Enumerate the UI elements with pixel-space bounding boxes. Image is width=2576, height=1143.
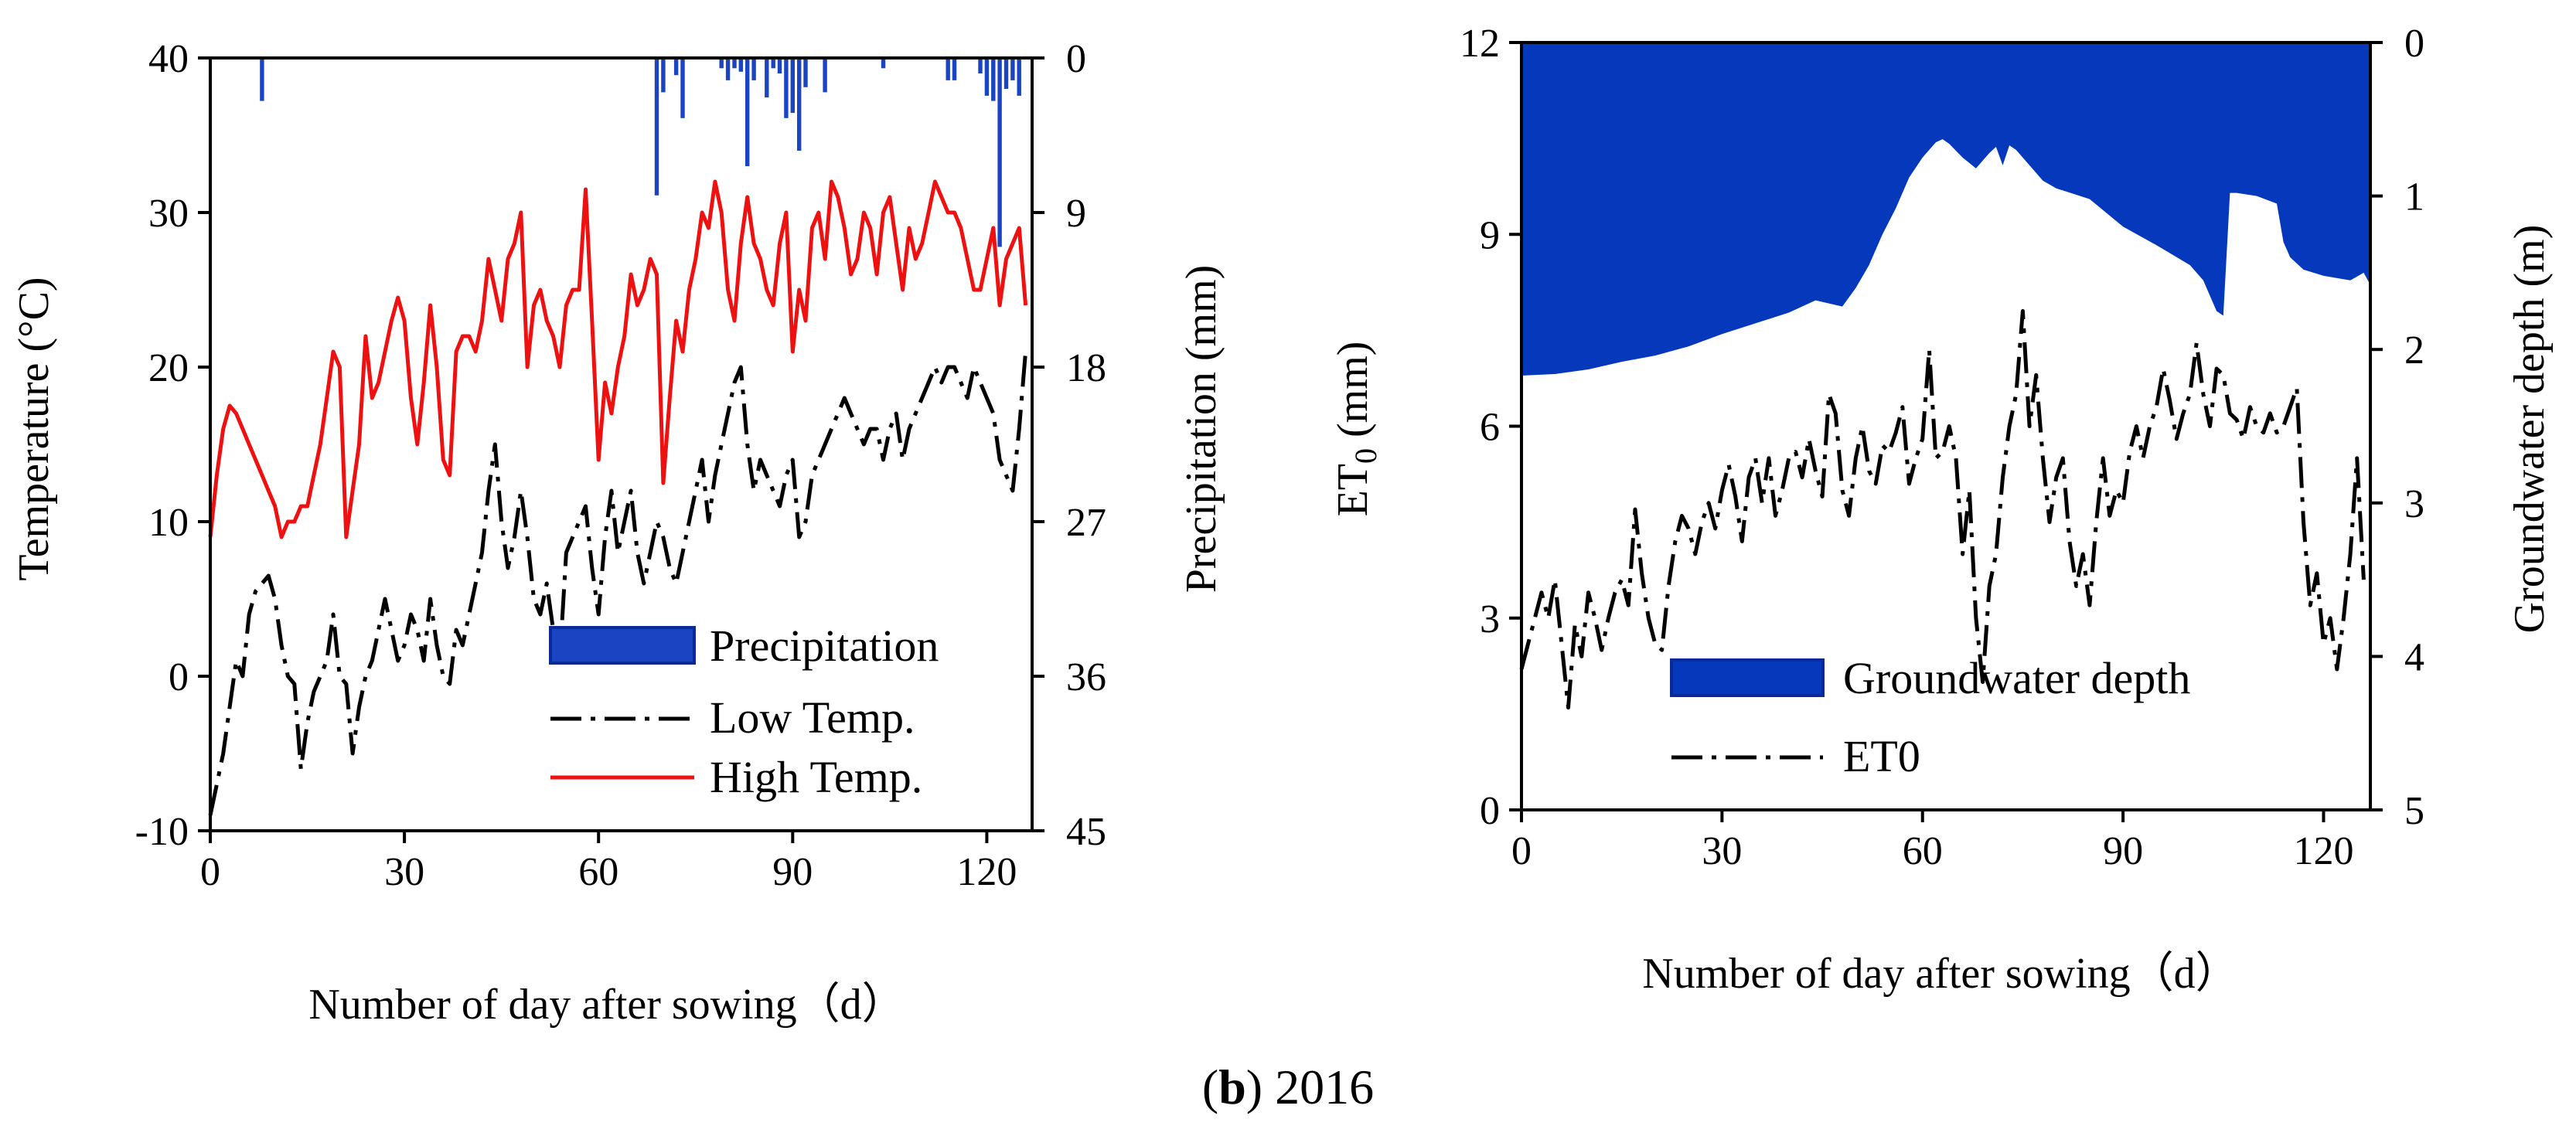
y2-tick-label: 36 bbox=[1066, 655, 1106, 699]
precipitation-bar bbox=[732, 58, 737, 69]
precipitation-bar bbox=[991, 58, 996, 101]
legend-label-high-temp: High Temp. bbox=[710, 752, 922, 802]
x-tick-label: 60 bbox=[1903, 829, 1943, 873]
legend: Precipitation Low Temp. High Temp. bbox=[549, 621, 939, 802]
precipitation-bar bbox=[978, 58, 983, 73]
precipitation-bar bbox=[738, 58, 743, 72]
x-axis-label: Number of day after sowing（d） bbox=[308, 981, 905, 1029]
x-tick-label: 120 bbox=[956, 850, 1017, 894]
legend: Groundwater depth ET0 bbox=[1670, 653, 2190, 781]
y-tick-label: 9 bbox=[1480, 213, 1500, 257]
precipitation-bar bbox=[725, 58, 731, 80]
precipitation-bar bbox=[803, 58, 808, 87]
y2-tick-label: 45 bbox=[1066, 810, 1106, 854]
y2-tick-label: 27 bbox=[1066, 501, 1106, 545]
y-tick-label: 10 bbox=[148, 501, 189, 545]
y-tick-label: 0 bbox=[169, 655, 189, 699]
precipitation-bar bbox=[765, 58, 769, 98]
x-tick-label: 0 bbox=[1511, 829, 1532, 873]
x-tick-label: 30 bbox=[1702, 829, 1742, 873]
precipitation-bar bbox=[790, 58, 795, 114]
x-tick-label: 90 bbox=[2103, 829, 2143, 873]
precipitation-bar bbox=[654, 58, 659, 196]
y2-axis-label: Groundwater depth (m) bbox=[2506, 225, 2554, 634]
legend-label-low-temp: Low Temp. bbox=[710, 692, 915, 743]
y-tick-label: 3 bbox=[1480, 597, 1500, 641]
low-temp-line bbox=[208, 351, 1028, 816]
et0-series bbox=[1519, 309, 2366, 710]
y-axis-label-subscript: 0 bbox=[1348, 448, 1383, 464]
y-tick-label: 30 bbox=[148, 192, 189, 236]
x-tick-label: 30 bbox=[384, 850, 424, 894]
y2-tick-label: 2 bbox=[2404, 328, 2424, 372]
precipitation-bar bbox=[771, 58, 775, 69]
y-axis-label: ET0 (mm) bbox=[1329, 342, 1383, 517]
y-axis-label-suffix: (mm) bbox=[1329, 342, 1377, 448]
groundwater-depth-fill bbox=[1521, 43, 2370, 376]
precipitation-bar bbox=[1010, 58, 1015, 80]
precipitation-bar bbox=[260, 58, 264, 101]
precipitation-bar bbox=[997, 58, 1002, 247]
precipitation-bar bbox=[745, 58, 750, 166]
y2-tick-label: 1 bbox=[2404, 175, 2424, 219]
high-temp-series bbox=[208, 179, 1028, 539]
y2-tick-label: 5 bbox=[2404, 789, 2424, 833]
y2-tick-label: 0 bbox=[2404, 22, 2424, 66]
x-tick-label: 0 bbox=[200, 850, 220, 894]
precipitation-bar bbox=[777, 58, 782, 73]
y2-tick-label: 18 bbox=[1066, 346, 1106, 390]
et0-line bbox=[1519, 309, 2366, 710]
plot-frame bbox=[209, 56, 1034, 832]
precipitation-bar bbox=[984, 58, 990, 96]
groundwater-depth-area bbox=[1521, 43, 2370, 376]
precipitation-bar bbox=[823, 58, 827, 93]
precipitation-bar bbox=[680, 58, 685, 118]
precipitation-bar bbox=[881, 58, 886, 69]
precipitation-bar bbox=[661, 58, 666, 93]
legend-label-groundwater-depth: Groundwater depth bbox=[1843, 653, 2190, 703]
precipitation-bar bbox=[952, 58, 957, 80]
legend-label-precipitation: Precipitation bbox=[710, 621, 939, 671]
x-tick-label: 90 bbox=[772, 850, 813, 894]
x-tick-label: 120 bbox=[2293, 829, 2353, 873]
precipitation-bar bbox=[946, 58, 950, 80]
precipitation-bar bbox=[797, 58, 802, 151]
y-tick-label: 6 bbox=[1480, 406, 1500, 450]
precipitation-bar bbox=[673, 58, 679, 76]
y-tick-label: 40 bbox=[148, 37, 189, 81]
precipitation-bars bbox=[260, 58, 1021, 247]
figure-caption: (b) 2016 bbox=[1202, 1060, 1374, 1114]
y2-tick-label: 4 bbox=[2404, 635, 2424, 679]
y-tick-label: 0 bbox=[1480, 789, 1500, 833]
legend-swatch-groundwater-depth bbox=[1670, 658, 1825, 697]
y-tick-label: 20 bbox=[148, 346, 189, 390]
y2-axis-label: Precipitation (mm) bbox=[1177, 265, 1225, 594]
legend-label-et0: ET0 bbox=[1843, 731, 1920, 781]
x-axis-label: Number of day after sowing（d） bbox=[1642, 950, 2238, 998]
plot-border bbox=[209, 56, 1034, 832]
precipitation-bar bbox=[784, 58, 789, 118]
y2-tick-label: 9 bbox=[1066, 192, 1086, 236]
y2-tick-label: 0 bbox=[1066, 37, 1086, 81]
y2-tick-label: 3 bbox=[2404, 482, 2424, 526]
caption-label: b bbox=[1218, 1060, 1246, 1114]
x-tick-label: 60 bbox=[578, 850, 618, 894]
high-temp-line bbox=[208, 179, 1028, 539]
legend-swatch-precipitation bbox=[549, 626, 696, 665]
precipitation-bar bbox=[1003, 58, 1009, 89]
y-axis-label-prefix: ET bbox=[1329, 464, 1377, 516]
precipitation-bar bbox=[751, 58, 756, 80]
caption-year: 2016 bbox=[1275, 1060, 1374, 1114]
precipitation-bar bbox=[1017, 58, 1021, 96]
y-axis-label: Temperature (°C) bbox=[10, 277, 58, 580]
y-tick-label: -10 bbox=[135, 810, 189, 854]
y-tick-label: 12 bbox=[1460, 22, 1500, 66]
precipitation-bar bbox=[719, 58, 724, 69]
low-temp-series bbox=[208, 351, 1028, 816]
